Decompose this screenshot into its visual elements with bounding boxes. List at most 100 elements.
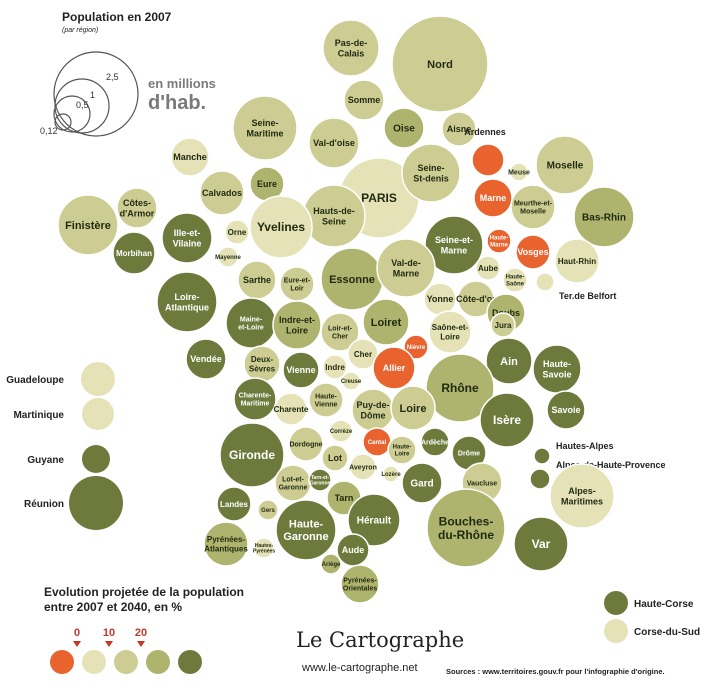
logo: Le Cartographe	[296, 628, 465, 652]
label-vendee: Vendée	[190, 354, 222, 364]
label-herault: Hérault	[357, 516, 392, 527]
bubble-alpes-maritimes	[549, 463, 615, 529]
evolution-title-line1: Evolution projetée de la population	[44, 585, 245, 599]
label-reunion: Réunion	[24, 499, 64, 510]
bubble-aveyron	[349, 453, 377, 481]
bubble-gard	[401, 462, 443, 504]
scale-circle-2-5	[53, 51, 139, 137]
bubble-loire-atlantique	[156, 271, 218, 333]
label-savoie: Savoie	[551, 405, 580, 415]
bubble-aisne	[441, 111, 477, 147]
bubble-correze	[329, 419, 353, 443]
label-morbihan: Morbihan	[116, 249, 152, 258]
bubble-haute-vienne	[308, 382, 344, 418]
label-aisne: Aisne	[447, 124, 472, 134]
label-charente: Charente	[274, 405, 309, 414]
bubble-seine-et-marne	[424, 215, 484, 275]
evolution-tick-20: 20	[135, 627, 147, 639]
label-val-d-oise: Val-d'oise	[313, 138, 355, 148]
bubble-pas-de-calais	[322, 19, 380, 77]
label-allier: Allier	[383, 363, 406, 373]
evolution-swatch-class1	[82, 650, 106, 674]
bubble-val-d-oise	[308, 117, 360, 169]
label-isere: Isère	[493, 413, 521, 427]
label-ille-et-vilaine: Ille-et-Vilaine	[173, 228, 202, 248]
bubble-ille-et-vilaine	[161, 212, 213, 264]
label-seine-st-denis: Seine-St-denis	[413, 163, 449, 183]
bubble-bouches-du-rhone	[426, 488, 506, 568]
scale-circle-1	[54, 78, 110, 134]
bubble-charente-maritime	[233, 377, 277, 421]
label-landes: Landes	[220, 500, 249, 509]
label-haute-vienne: Haute-Vienne	[315, 393, 338, 408]
bubble-indre	[322, 354, 348, 380]
label-aude: Aude	[342, 545, 365, 555]
label-jura: Jura	[495, 321, 512, 330]
bubble-rhone	[425, 353, 495, 423]
label-haut-rhin: Haut-Rhin	[558, 257, 596, 266]
label-haute-corse: Haute-Corse	[634, 599, 694, 610]
bubble-martinique	[82, 398, 114, 430]
bubble-creuse	[341, 371, 361, 391]
bubble-finistere	[57, 194, 119, 256]
label-mayenne: Mayenne	[215, 255, 241, 261]
bubble-hautes-pyrenees	[253, 537, 275, 559]
label-charente-maritime: Charente-Maritime	[239, 392, 272, 407]
label-seine-et-marne: Seine-et-Marne	[435, 235, 473, 255]
unit-label-line1: en millions	[148, 76, 216, 91]
bubble-val-de-marne	[376, 238, 436, 298]
bubble-jura	[490, 312, 516, 338]
label-essonne: Essonne	[329, 274, 375, 286]
label-cote-d-or: Côte-d'or	[456, 294, 496, 304]
label-lot: Lot	[328, 453, 342, 463]
bubble-nord	[391, 15, 489, 113]
bubble-ardeche	[420, 427, 450, 457]
bubble-loiret	[362, 298, 410, 346]
bubble-mayenne	[217, 246, 239, 268]
label-haute-savoie: Haute-Savoie	[542, 359, 571, 379]
label-haute-saone: Haute-Saône	[506, 275, 525, 288]
label-nievre: Nièvre	[407, 345, 426, 351]
bubble-var	[513, 516, 569, 572]
label-paris: PARIS	[361, 191, 397, 205]
label-lot-et-garonne: Lot-et-Garonne	[279, 476, 308, 491]
label-martinique: Martinique	[13, 410, 64, 421]
label-hauts-de-seine: Hauts-de-Seine	[313, 206, 355, 226]
bubble-seine-maritime	[232, 95, 298, 161]
label-ariege: Ariège	[322, 562, 341, 568]
bubble-oise	[383, 107, 425, 149]
bubble-pyrenees-atlantiques	[203, 521, 249, 567]
label-guadeloupe: Guadeloupe	[6, 375, 64, 386]
bubble-herault	[347, 493, 401, 547]
label-somme: Somme	[348, 95, 381, 105]
evolution-swatch-class4	[178, 650, 202, 674]
label-haute-marne: Haute-Marne	[490, 236, 509, 249]
evolution-tick-10: 10	[103, 627, 115, 639]
bubble-meuse	[509, 162, 529, 182]
bubble-calvados	[199, 170, 245, 216]
scale-circle-0-12	[54, 113, 72, 131]
bubble-saone-et-loire	[428, 310, 472, 354]
label-ain: Ain	[500, 356, 518, 368]
label-lozere: Lozère	[381, 472, 401, 478]
bubble-lot	[321, 444, 349, 472]
bubble-moselle	[535, 135, 595, 195]
sources-note: Sources : www.territoires.gouv.fr pour l…	[446, 667, 665, 676]
label-var: Var	[532, 537, 551, 551]
bubble-ardennes	[471, 143, 505, 177]
bubble-ter-de-belfort	[535, 272, 555, 292]
label-gironde: Gironde	[229, 448, 275, 462]
label-hautes-alpes: Hautes-Alpes	[556, 441, 614, 451]
label-eure-et-loir: Eure-et-Loir	[284, 277, 311, 292]
label-corse-du-sud: Corse-du-Sud	[634, 627, 700, 638]
label-creuse: Creuse	[341, 379, 362, 385]
bubble-isere	[479, 392, 535, 448]
label-alpes-maritimes: Alpes-Maritimes	[561, 486, 603, 506]
label-seine-maritime: Seine-Maritime	[246, 118, 283, 138]
bubble-ain	[485, 337, 533, 385]
label-val-de-marne: Val-de-Marne	[391, 258, 421, 278]
scale-label-0-12: 0,12	[40, 126, 58, 136]
label-loiret: Loiret	[371, 317, 402, 329]
bubble-somme	[343, 79, 385, 121]
bubble-morbihan	[112, 231, 156, 275]
